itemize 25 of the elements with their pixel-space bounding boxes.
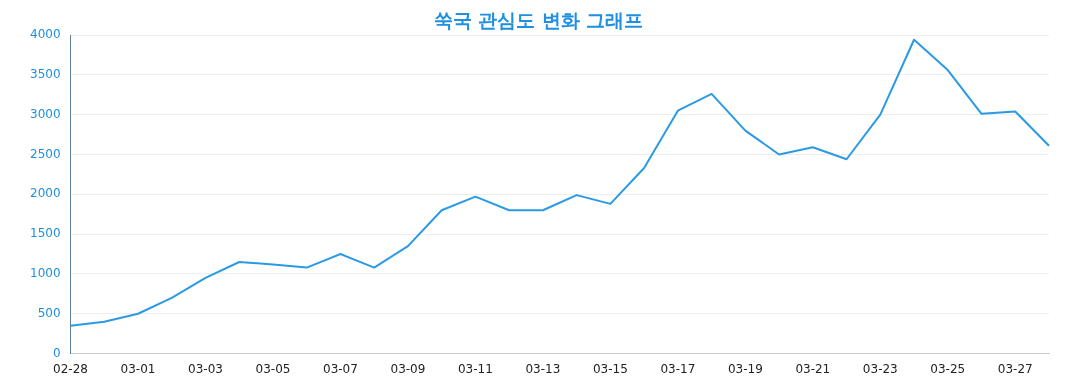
chart-title: 쑥국 관심도 변화 그래프	[433, 9, 644, 31]
x-tick-label: 03-13	[525, 361, 561, 376]
x-tick-label: 03-19	[727, 361, 763, 376]
x-tick-label: 03-03	[188, 361, 223, 376]
x-tick-label: 03-17	[660, 361, 696, 376]
y-tick-label: 1500	[29, 226, 61, 241]
x-tick-label: 03-05	[255, 361, 291, 376]
y-tick-label: 2500	[29, 146, 61, 161]
x-tick-label: 03-01	[120, 361, 156, 376]
x-tick-label: 03-21	[795, 361, 831, 376]
x-tick-label: 03-15	[592, 361, 628, 376]
y-tick-label: 1000	[29, 266, 61, 281]
x-tick-label: 03-23	[862, 361, 898, 376]
x-tick-label: 03-09	[390, 361, 426, 376]
y-tick-label: 2000	[29, 186, 61, 201]
y-tick-label: 3500	[29, 66, 61, 81]
y-tick-label: 500	[37, 305, 61, 320]
y-tick-label: 4000	[29, 27, 61, 42]
x-tick-label: 03-07	[323, 361, 358, 376]
x-tick-label: 02-28	[53, 361, 88, 376]
y-tick-label: 0	[52, 345, 61, 360]
x-tick-label: 03-25	[930, 361, 966, 376]
y-tick-label: 3000	[29, 106, 61, 121]
x-tick-label: 03-11	[457, 361, 493, 376]
x-tick-label: 03-27	[997, 361, 1033, 376]
